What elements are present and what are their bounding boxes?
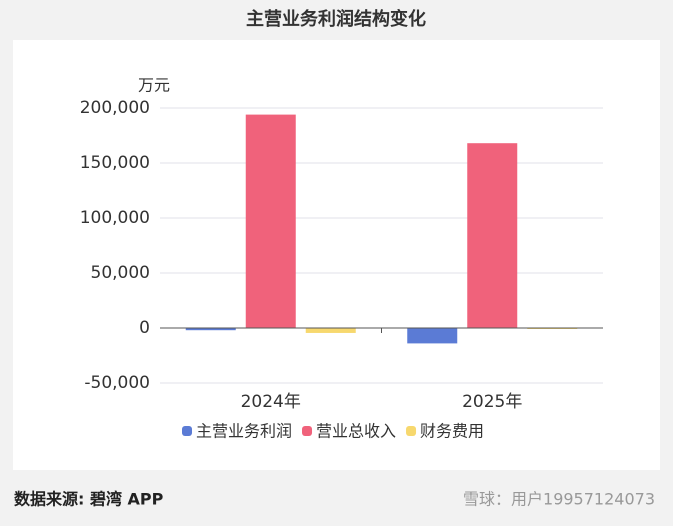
y-tick-label: 100,000 <box>80 208 150 228</box>
chart-title: 主营业务利润结构变化 <box>246 8 426 30</box>
x-tick-label: 2025年 <box>462 392 522 412</box>
bar <box>305 328 356 333</box>
legend-label: 财务费用 <box>420 422 484 441</box>
y-tick-label: -50,000 <box>84 373 150 393</box>
bar <box>245 114 296 328</box>
source: 数据来源: 碧湾 APP <box>14 490 164 509</box>
legend-label: 主营业务利润 <box>196 422 292 441</box>
legend-label: 营业总收入 <box>316 422 396 441</box>
x-tick-label: 2024年 <box>241 392 301 412</box>
legend-swatch <box>182 426 192 436</box>
y-unit: 万元 <box>138 76 170 95</box>
y-tick-label: 150,000 <box>80 153 150 173</box>
legend-swatch <box>302 426 313 436</box>
panel <box>13 40 660 470</box>
y-tick-label: 0 <box>139 318 150 338</box>
bar <box>185 328 236 331</box>
watermark: 雪球：用户19957124073 <box>463 490 655 509</box>
legend-swatch <box>406 426 417 436</box>
y-tick-label: 50,000 <box>91 263 150 283</box>
bar <box>467 143 518 328</box>
y-tick-label: 200,000 <box>80 98 150 118</box>
bar <box>407 328 458 344</box>
